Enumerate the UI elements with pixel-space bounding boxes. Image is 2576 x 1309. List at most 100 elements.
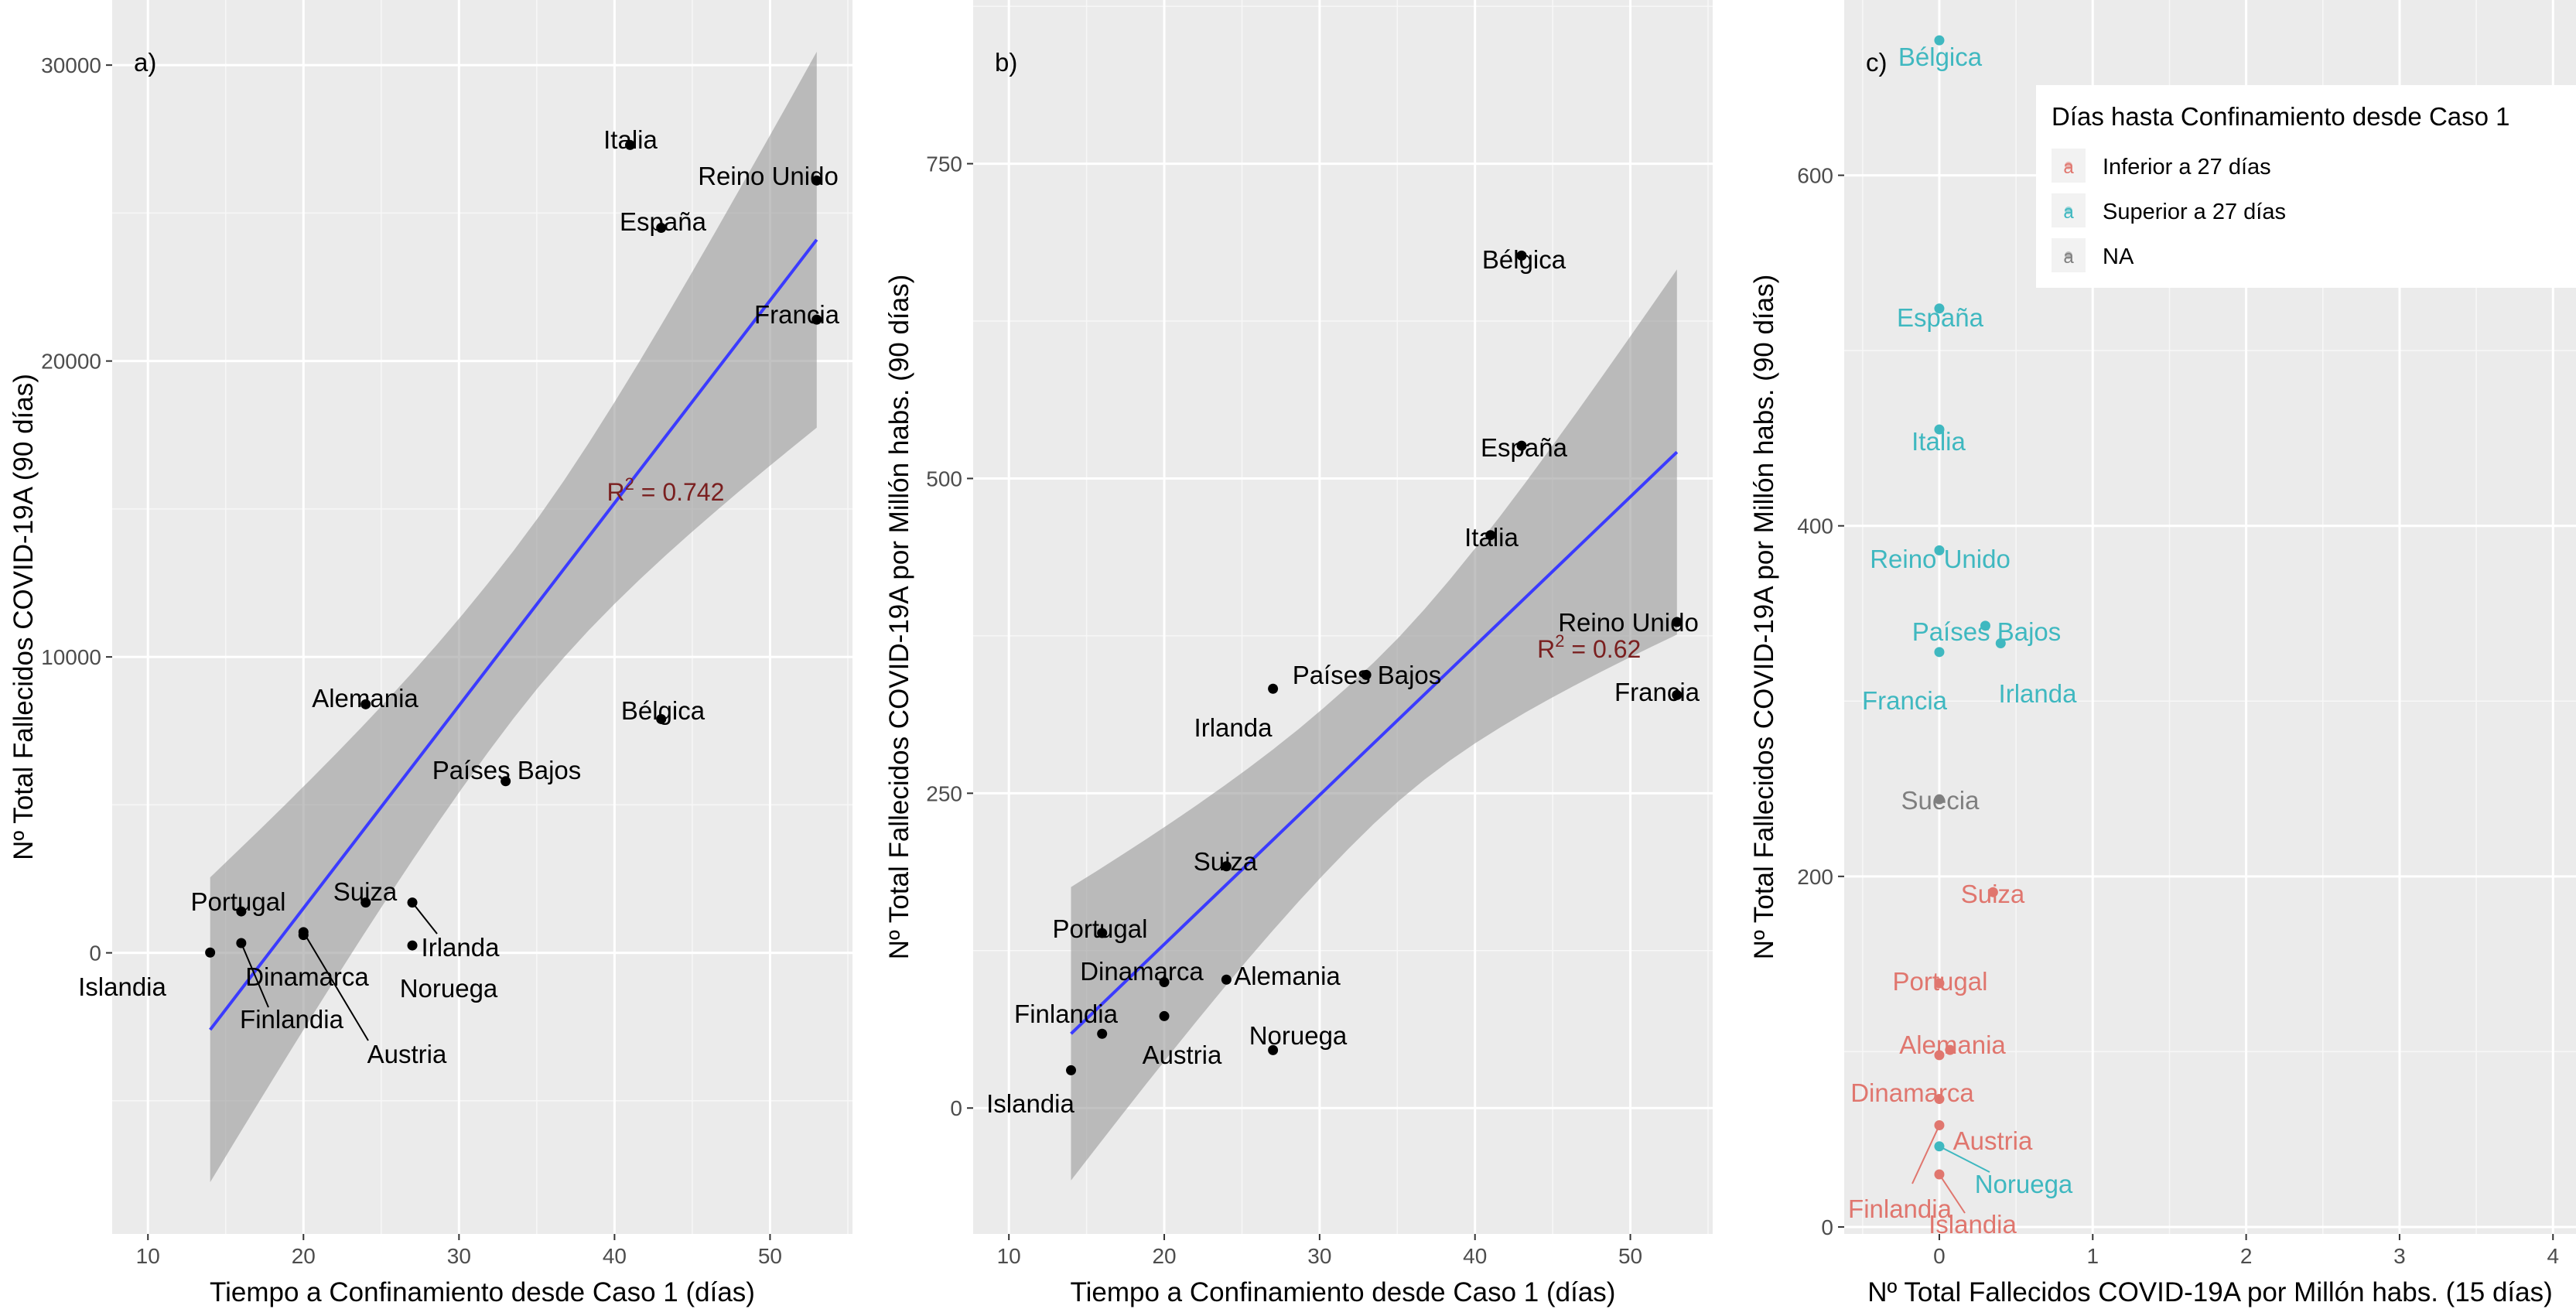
y-tick-label: 750: [926, 152, 962, 176]
x-tick-label: 30: [1307, 1244, 1331, 1268]
data-point: [1934, 35, 1945, 46]
data-point: [236, 938, 247, 948]
panel-tag: c): [1866, 48, 1888, 77]
label-leader: [1939, 1145, 1990, 1173]
x-tick-label: 30: [447, 1244, 471, 1268]
legend-label: NA: [2103, 244, 2134, 269]
point-label: Francia: [754, 300, 840, 329]
fit-line: [209, 238, 818, 1031]
label-leader: [412, 901, 438, 935]
x-tick-label: 50: [1618, 1244, 1642, 1268]
point-label: Dinamarca: [245, 962, 369, 991]
r2-base: R: [606, 478, 624, 506]
data-point: [1934, 1169, 1945, 1180]
y-tick-label: 10000: [41, 645, 101, 669]
y-tick-label: 20000: [41, 350, 101, 374]
data-point: [501, 776, 511, 787]
panel-tag: a): [134, 48, 156, 77]
data-point: [1159, 976, 1170, 987]
x-axis-label: Nº Total Fallecidos COVID-19A por Millón…: [1867, 1277, 2553, 1307]
data-point: [1934, 303, 1945, 314]
r2-superscript: 2: [625, 474, 634, 494]
panel-c: 0 1 2 3 4 0 200 400 600 Nº Total Fallecidos COVID…: [1749, 0, 2576, 1307]
data-point: [1934, 1094, 1945, 1105]
data-point: [1934, 424, 1945, 435]
point-label: Portugal: [1053, 914, 1148, 943]
point-label: Austria: [367, 1040, 447, 1068]
data-point: [1934, 1120, 1945, 1131]
data-point: [407, 897, 418, 908]
point-label: Alemania: [1899, 1030, 2006, 1059]
x-tick-label: 1: [2086, 1244, 2099, 1268]
y-tick-label: 250: [926, 781, 962, 805]
x-axis-label: Tiempo a Confinamiento desde Caso 1 (día…: [1071, 1277, 1616, 1307]
point-label: Países Bajos: [1912, 617, 2062, 646]
data-point: [811, 175, 822, 186]
point-label: Irlanda: [1194, 713, 1273, 742]
point-label: Países Bajos: [1293, 661, 1442, 689]
x-tick-label: 0: [1933, 1244, 1946, 1268]
point-label: Alemania: [1234, 962, 1341, 990]
data-point: [1980, 620, 1990, 631]
x-tick-label: 20: [292, 1244, 316, 1268]
data-point: [656, 223, 667, 234]
x-tick-label: 10: [997, 1244, 1021, 1268]
data-point: [205, 947, 216, 958]
data-point: [1159, 1010, 1170, 1021]
y-tick-label: 600: [1797, 164, 1833, 188]
point-label: Noruega: [400, 974, 498, 1003]
point-label: Italia: [603, 125, 658, 154]
point-label: Suiza: [1961, 880, 2025, 908]
y-tick-label: 400: [1797, 514, 1833, 538]
data-point: [1097, 928, 1108, 938]
legend-key-point: [2065, 251, 2072, 259]
data-point: [1672, 689, 1683, 700]
data-point: [298, 927, 309, 938]
x-tick-label: 40: [1463, 1244, 1487, 1268]
point-label: Portugal: [191, 887, 286, 916]
x-tick-label: 10: [136, 1244, 160, 1268]
x-tick-label: 3: [2393, 1244, 2406, 1268]
point-label: Francia: [1862, 686, 1948, 715]
data-point: [1221, 861, 1232, 872]
label-leader: [1939, 1174, 1966, 1214]
point-label: Islandia: [1929, 1210, 2017, 1239]
x-tick-label: 4: [2547, 1244, 2559, 1268]
point-label: Austria: [1953, 1126, 2033, 1155]
data-point: [1268, 1044, 1279, 1055]
data-point: [1934, 978, 1945, 989]
x-tick-label: 20: [1152, 1244, 1176, 1268]
legend-box: [2036, 85, 2576, 288]
y-tick-label: 30000: [41, 53, 101, 77]
r2-value: = 0.62: [1565, 635, 1642, 663]
data-point: [1361, 669, 1372, 680]
legend-key-point: [2065, 207, 2072, 214]
y-tick-label: 0: [1821, 1215, 1833, 1239]
data-point: [1945, 1044, 1956, 1055]
fit-line: [1070, 450, 1679, 1035]
y-tick-label: 500: [926, 467, 962, 490]
point-label: Noruega: [1975, 1170, 2073, 1198]
panel-a: 10 20 30 40 50 0 10000 20000 30000 Tiempo a Confi…: [9, 0, 852, 1307]
point-label: Italia: [1912, 427, 1966, 456]
r2-annotation: R2 = 0.62: [1537, 631, 1641, 663]
data-point: [407, 940, 418, 951]
y-tick-label: 0: [950, 1096, 962, 1120]
point-label: Países Bajos: [432, 756, 582, 784]
point-label: Irlanda: [422, 933, 501, 962]
point-label: Reino Unido: [698, 162, 839, 190]
data-point: [1934, 1050, 1945, 1061]
x-tick-label: 50: [758, 1244, 782, 1268]
data-point: [236, 906, 247, 917]
point-label: España: [1481, 433, 1568, 462]
point-label: Irlanda: [1999, 679, 2078, 708]
label-leader: [302, 931, 369, 1041]
data-point: [624, 139, 635, 150]
data-point: [1485, 530, 1496, 541]
point-label: España: [1897, 303, 1984, 332]
point-label: Suiza: [1194, 847, 1258, 876]
data-point: [1987, 887, 1998, 897]
legend-key-point: [2065, 162, 2072, 169]
point-label: Reino Unido: [1558, 608, 1699, 637]
